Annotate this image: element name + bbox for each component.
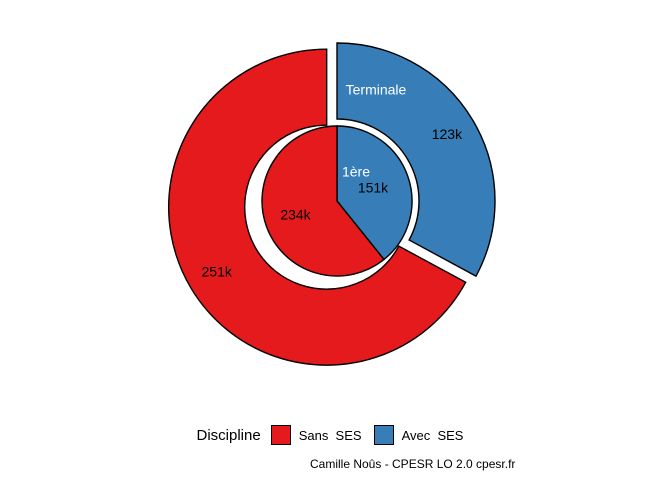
slice-label-inner-sans-ses: 234k (280, 206, 311, 222)
legend: Discipline Sans SES Avec SES (0, 420, 672, 450)
slice-label-inner-avec-ses: 151k (358, 180, 389, 196)
legend-label-sans-ses: Sans SES (298, 427, 362, 443)
legend-key-avec-ses (373, 425, 394, 445)
ring-label-terminale: Terminale (346, 82, 407, 98)
donut-chart: 151k 234k 1ère 123k 251k Terminale (167, 42, 496, 366)
caption: Camille Noûs - CPESR LO 2.0 cpesr.fr (310, 457, 516, 471)
slice-inner-avec-ses (336, 125, 413, 261)
slice-outer-sans-ses (167, 48, 467, 366)
ring-label-1ere: 1ère (342, 164, 370, 180)
slice-outer-avec-ses (336, 42, 496, 278)
legend-title: Discipline (196, 426, 261, 444)
slice-inner-sans-ses (261, 125, 385, 277)
legend-item-avec-ses: Avec SES (373, 425, 464, 445)
legend-key-sans-ses (270, 425, 291, 445)
legend-item-sans-ses: Sans SES (270, 425, 362, 445)
slice-label-outer-avec-ses: 123k (432, 126, 463, 142)
legend-label-avec-ses: Avec SES (401, 427, 464, 443)
slice-label-outer-sans-ses: 251k (202, 263, 233, 279)
